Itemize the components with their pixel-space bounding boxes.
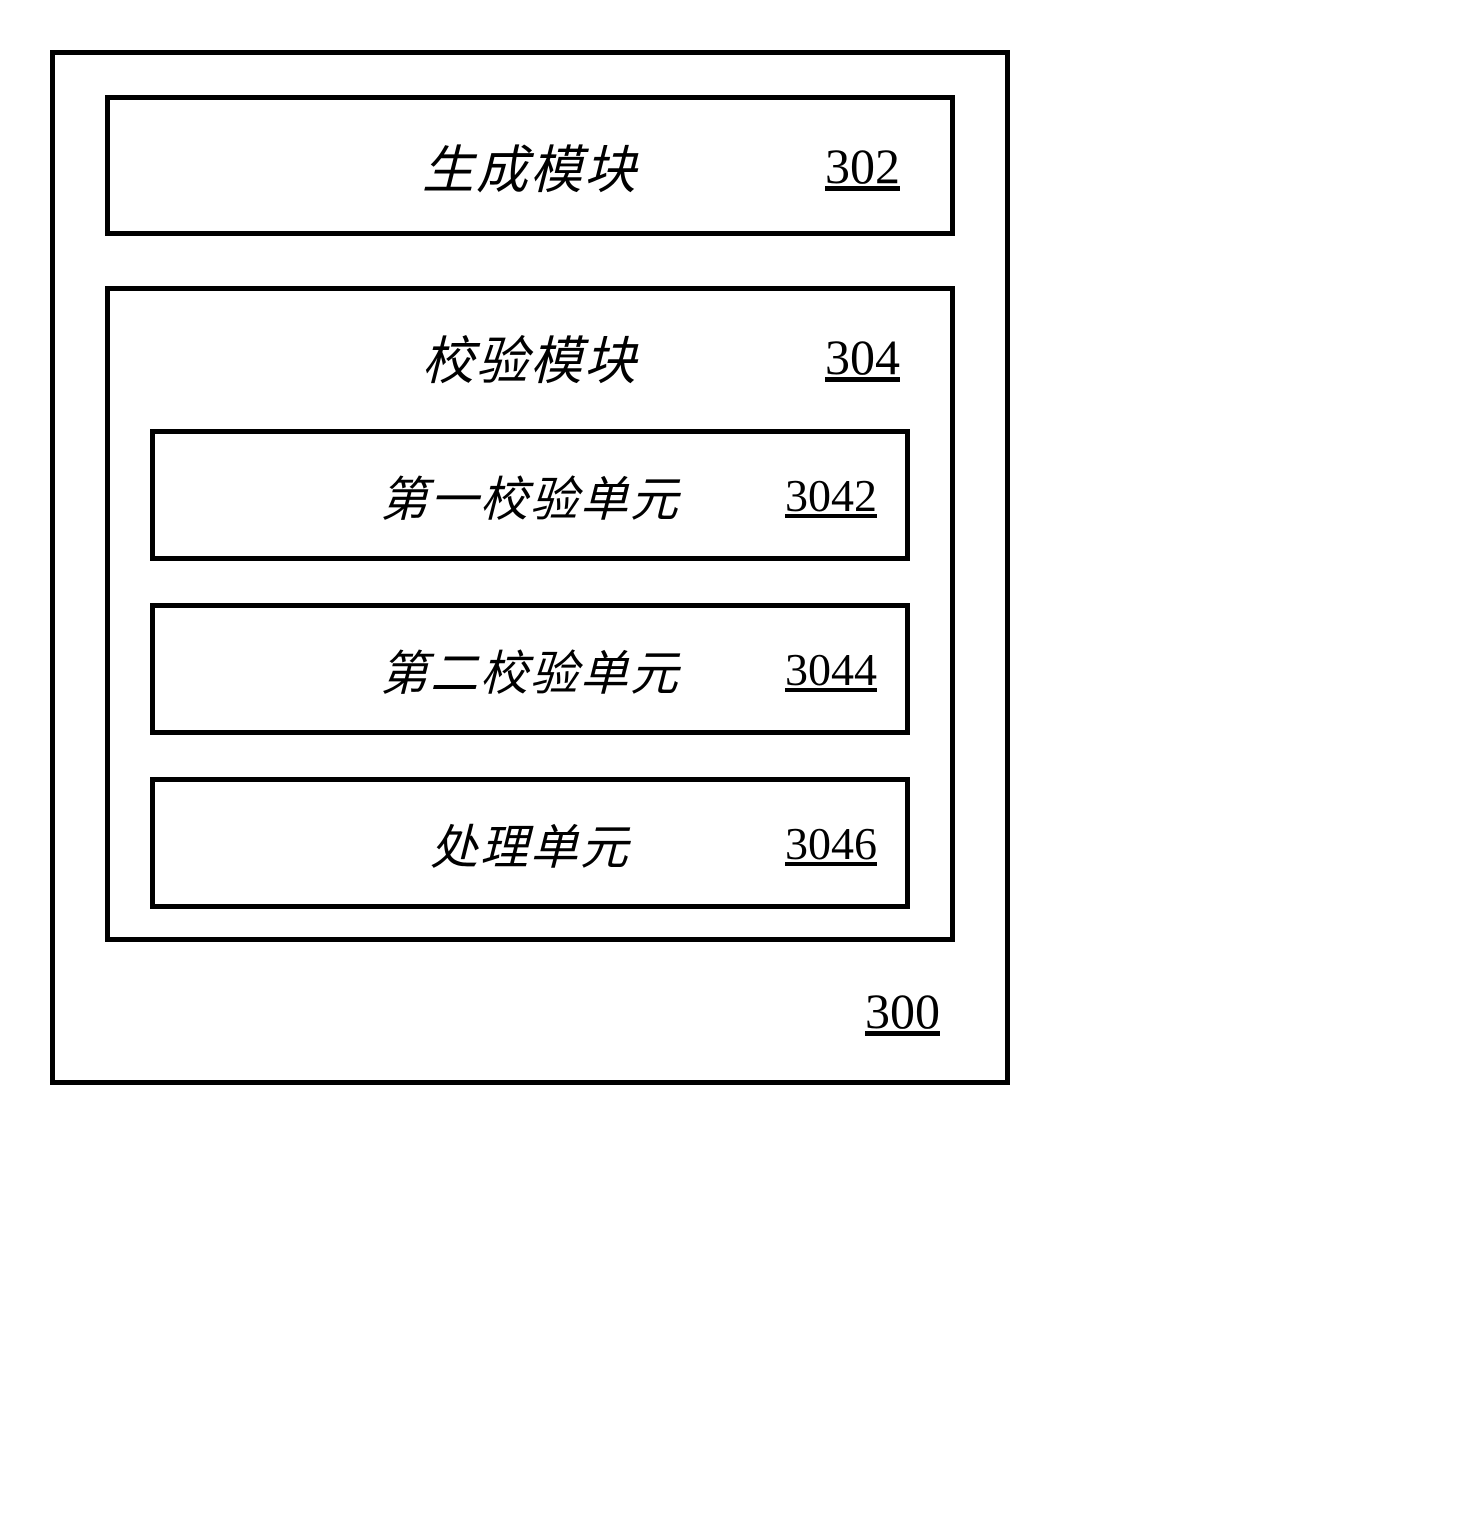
module-title: 校验模块 [422,319,638,394]
unit-box-first-verify: 第一校验单元 3042 [150,429,910,561]
module-box-generation: 生成模块 302 [105,95,955,236]
module-title: 生成模块 [422,128,638,203]
module-header: 生成模块 302 [150,128,910,203]
unit-title: 第一校验单元 [380,460,680,530]
unit-box-second-verify: 第二校验单元 3044 [150,603,910,735]
module-ref: 302 [825,137,900,195]
outer-container: 生成模块 302 校验模块 304 第一校验单元 3042 第二校验单元 304… [50,50,1010,1085]
module-box-verification: 校验模块 304 第一校验单元 3042 第二校验单元 3044 处理单元 30… [105,286,955,942]
module-ref: 304 [825,328,900,386]
outer-ref: 300 [105,982,955,1040]
unit-title: 第二校验单元 [380,634,680,704]
unit-ref: 3042 [785,469,877,522]
module-header: 校验模块 304 [150,319,910,394]
unit-ref: 3044 [785,643,877,696]
unit-box-processing: 处理单元 3046 [150,777,910,909]
unit-ref: 3046 [785,817,877,870]
unit-title: 处理单元 [430,808,630,878]
